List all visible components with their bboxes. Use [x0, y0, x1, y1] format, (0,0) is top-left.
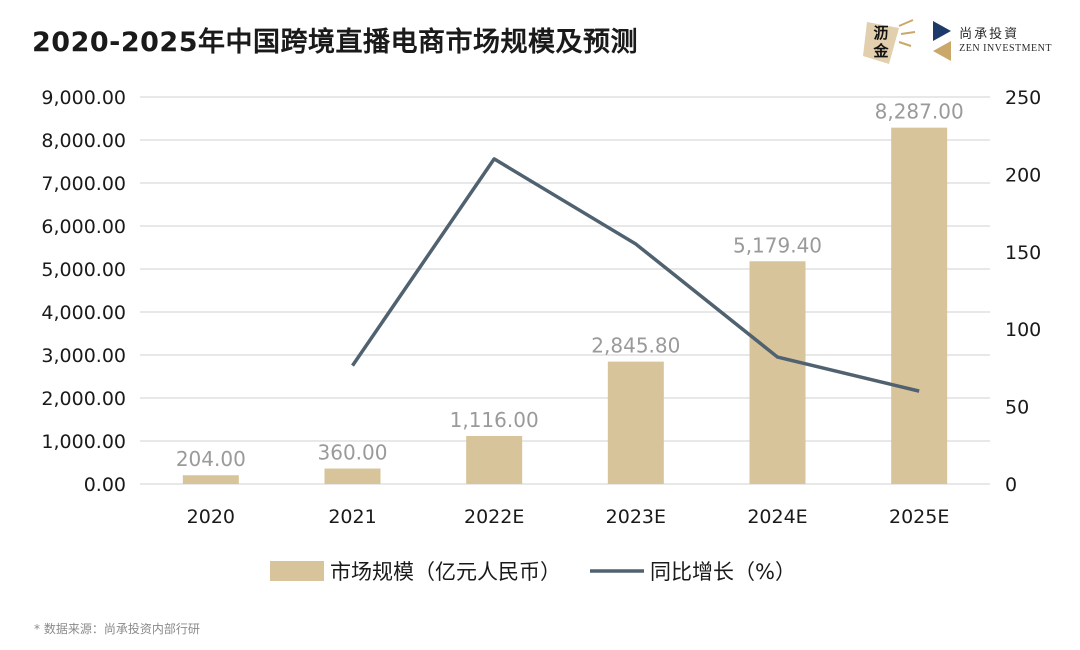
zen-logo-icon: [933, 21, 952, 61]
x-tick-label: 2024E: [747, 506, 807, 528]
right-axis-tick-label: 50: [1005, 397, 1029, 419]
zen-investment-logo: 尚承投資 ZEN INVESTMENT: [931, 19, 1052, 63]
zen-logo-name-en: ZEN INVESTMENT: [959, 42, 1052, 54]
x-tick-label: 2025E: [889, 506, 949, 528]
bar-2023E: [607, 361, 664, 484]
right-axis-tick-label: 0: [1005, 474, 1017, 496]
lijin-logo: 沥 金: [859, 16, 917, 66]
left-axis-tick-label: 2,000.00: [41, 388, 126, 410]
left-axis-tick-label: 4,000.00: [41, 302, 126, 324]
legend-bar-label: 市场规模（亿元人民币）: [330, 560, 561, 584]
right-axis-tick-label: 250: [1005, 87, 1041, 109]
lijin-logo-icon: 沥 金: [863, 19, 916, 64]
x-tick-label: 2020: [187, 506, 235, 528]
lijin-logo-char-2: 金: [873, 42, 890, 60]
left-axis-tick-label: 9,000.00: [41, 87, 126, 109]
left-axis-tick-label: 8,000.00: [41, 130, 126, 152]
growth-line-series: [351, 157, 920, 393]
bar-value-label: 8,287.00: [875, 100, 964, 124]
right-axis-tick-label: 200: [1005, 164, 1041, 186]
bar-value-label: 1,116.00: [450, 408, 539, 432]
left-axis-tick-label: 3,000.00: [41, 345, 126, 367]
zen-logo-name-cn: 尚承投資: [959, 27, 1020, 43]
left-axis-tick-label: 7,000.00: [41, 173, 126, 195]
lijin-logo-char-1: 沥: [874, 24, 889, 42]
logo-group: 沥 金 尚承投資 ZEN INVESTMENT: [859, 16, 1052, 66]
right-axis: 0 50 100 150 200 250: [1005, 87, 1041, 496]
bar-2025E: [891, 127, 948, 484]
right-axis-tick-label: 150: [1005, 242, 1041, 264]
bar-2020: [182, 475, 239, 484]
left-axis-tick-label: 0.00: [84, 474, 126, 496]
bar-value-label: 5,179.40: [733, 233, 822, 257]
bar-2021: [324, 468, 381, 484]
left-axis-tick-label: 1,000.00: [41, 431, 126, 453]
x-axis: 2020 2021 2022E 2023E 2024E 2025E: [187, 506, 950, 528]
source-note: * 数据来源：尚承投资内部行研: [34, 622, 200, 636]
legend-line-label: 同比增长（%）: [650, 560, 796, 584]
bar-value-label: 2,845.80: [591, 334, 680, 358]
left-axis-tick-label: 6,000.00: [41, 216, 126, 238]
bar-2022E: [466, 436, 523, 484]
legend-bar-swatch: [270, 561, 324, 581]
left-axis: 0.00 1,000.00 2,000.00 3,000.00 4,000.00 5,00…: [41, 87, 126, 496]
x-tick-label: 2021: [328, 506, 376, 528]
combo-chart: 0.00 1,000.00 2,000.00 3,000.00 4,000.00 5,00…: [41, 87, 1041, 584]
legend: 市场规模（亿元人民币） 同比增长（%）: [270, 560, 796, 584]
x-tick-label: 2022E: [464, 506, 524, 528]
bar-value-label: 204.00: [176, 447, 246, 471]
right-axis-tick-label: 100: [1005, 319, 1041, 341]
bar-2024E: [749, 261, 806, 484]
left-axis-tick-label: 5,000.00: [41, 259, 126, 281]
x-tick-label: 2023E: [606, 506, 666, 528]
bar-value-label: 360.00: [318, 441, 388, 465]
bars: 204.00 360.00 1,116.00 2,845.80 5,179.40 8,28…: [176, 100, 964, 484]
gridlines: [140, 96, 990, 485]
chart-title: 2020-2025年中国跨境直播电商市场规模及预测: [32, 27, 638, 58]
